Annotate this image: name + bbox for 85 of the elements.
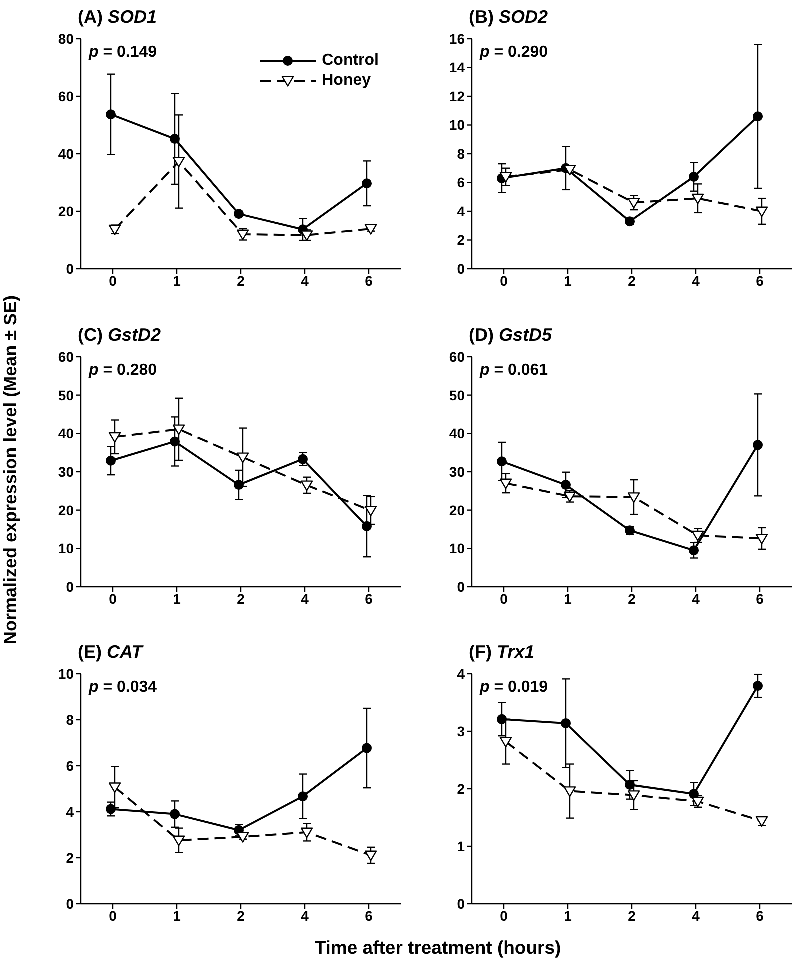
y-tick-label: 0 — [457, 260, 466, 277]
x-tick-label: 0 — [500, 272, 508, 289]
x-tick-label: 1 — [564, 272, 572, 289]
y-tick-label: 30 — [449, 463, 466, 480]
y-tick-label: 10 — [58, 666, 74, 682]
x-tick-label: 1 — [564, 590, 572, 606]
annotation: p = 0.149 — [89, 44, 158, 62]
x-tick-label: 4 — [692, 590, 700, 606]
y-tick-label: 2 — [457, 232, 466, 248]
legend-label: Honey — [322, 72, 372, 90]
y-tick-label: 60 — [449, 348, 466, 364]
x-tick-label: 0 — [109, 590, 118, 606]
y-tick-label: 40 — [449, 425, 466, 442]
annotation: p = 0.290 — [480, 44, 548, 62]
x-tick-label: 0 — [500, 908, 508, 924]
y-tick-label: 20 — [58, 203, 74, 220]
y-tick-label: 8 — [457, 146, 466, 162]
chart-title: (D) GstD5 — [469, 324, 552, 346]
x-tick-label: 4 — [301, 590, 310, 606]
y-tick-label: 6 — [457, 174, 466, 191]
chart-title: (B) SOD2 — [469, 7, 548, 28]
x-tick-label: 1 — [173, 590, 182, 606]
x-tick-label: 0 — [109, 908, 118, 924]
x-tick-label: 1 — [564, 908, 572, 924]
y-tick-label: 16 — [449, 30, 466, 47]
x-tick-label: 4 — [692, 272, 700, 289]
x-tick-label: 1 — [173, 908, 182, 924]
y-tick-label: 3 — [457, 723, 466, 740]
x-axis-title: Time after treatment (hours) — [314, 937, 562, 959]
y-tick-label: 6 — [66, 758, 74, 774]
x-tick-label: 2 — [237, 908, 246, 924]
y-tick-label: 10 — [449, 540, 466, 556]
y-tick-label: 0 — [457, 896, 466, 912]
x-tick-label: 0 — [500, 590, 508, 606]
x-tick-label: 6 — [365, 908, 374, 924]
y-tick-label: 12 — [449, 88, 466, 104]
y-tick-label: 2 — [66, 850, 74, 866]
x-tick-label: 2 — [628, 272, 636, 289]
y-tick-label: 4 — [457, 203, 466, 220]
y-axis-title: Normalized expression level (Mean ± SE) — [0, 296, 22, 644]
annotation: p = 0.019 — [480, 679, 548, 697]
y-tick-label: 8 — [66, 712, 74, 728]
y-tick-label: 40 — [58, 146, 74, 162]
chart-title: (E) CAT — [78, 642, 143, 663]
y-tick-label: 10 — [449, 117, 466, 134]
annotation: p = 0.280 — [89, 362, 158, 380]
annotation: p = 0.061 — [480, 362, 548, 380]
x-tick-label: 4 — [692, 908, 700, 924]
x-tick-label: 6 — [756, 272, 764, 289]
y-tick-label: 1 — [457, 838, 466, 854]
y-tick-label: 4 — [66, 804, 74, 820]
x-tick-label: 2 — [237, 590, 246, 606]
y-tick-label: 60 — [58, 88, 74, 104]
legend-label: Control — [322, 52, 379, 70]
x-tick-label: 4 — [301, 272, 310, 289]
y-tick-label: 30 — [58, 463, 74, 480]
x-tick-label: 4 — [301, 908, 310, 924]
x-tick-label: 2 — [237, 272, 246, 289]
y-tick-label: 0 — [66, 260, 74, 277]
x-tick-label: 2 — [628, 908, 636, 924]
chart-title: (A) SOD1 — [78, 7, 158, 28]
x-tick-label: 6 — [365, 590, 374, 606]
y-tick-label: 4 — [457, 666, 466, 682]
x-tick-label: 2 — [628, 590, 636, 606]
x-tick-label: 6 — [756, 908, 764, 924]
y-tick-label: 0 — [457, 578, 466, 594]
x-tick-label: 6 — [365, 272, 374, 289]
y-tick-label: 50 — [58, 386, 74, 403]
y-tick-label: 2 — [457, 780, 466, 797]
x-tick-label: 0 — [109, 272, 118, 289]
y-tick-label: 20 — [58, 502, 74, 518]
y-tick-label: 50 — [449, 386, 466, 403]
chart-title: (F) Trx1 — [469, 642, 535, 663]
y-tick-label: 20 — [449, 502, 466, 518]
x-tick-label: 1 — [173, 272, 182, 289]
y-tick-label: 80 — [58, 30, 74, 47]
annotation: p = 0.034 — [89, 679, 158, 697]
y-tick-label: 0 — [66, 896, 74, 912]
chart-title: (C) GstD2 — [78, 324, 162, 346]
y-tick-label: 10 — [58, 540, 74, 556]
y-tick-label: 40 — [58, 425, 74, 442]
y-tick-label: 14 — [449, 60, 466, 76]
x-tick-label: 6 — [756, 590, 764, 606]
y-tick-label: 0 — [66, 578, 74, 594]
y-tick-label: 60 — [58, 348, 74, 364]
